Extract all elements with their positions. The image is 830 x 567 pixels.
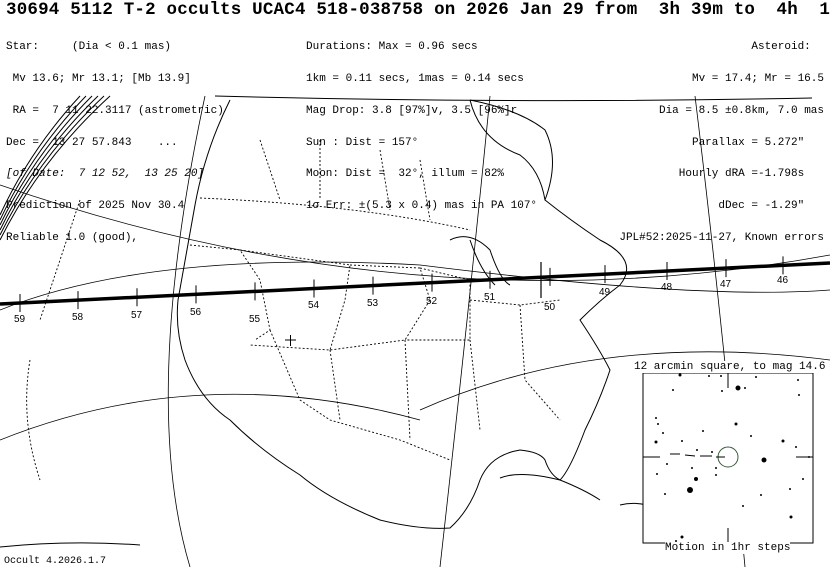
- field-star: [789, 488, 791, 490]
- field-star: [681, 440, 683, 442]
- minute-ticks: [19, 256, 784, 313]
- political-borders: [26, 139, 561, 481]
- field-star: [656, 473, 658, 475]
- asteroid-magnitudes: Mv = 17.4; Mr = 16.5: [691, 72, 824, 85]
- field-star: [687, 487, 693, 493]
- minute-label: 48: [661, 282, 673, 293]
- minute-label: 55: [249, 314, 261, 325]
- field-star: [655, 417, 657, 419]
- field-star: [691, 467, 693, 469]
- field-star: [760, 494, 762, 496]
- orbit-source: JPL#52:2025-11-27, Known errors: [619, 231, 824, 244]
- field-star: [694, 477, 698, 481]
- field-stars: [654, 373, 810, 542]
- star-dec: Dec = 13 27 57.843 ...: [6, 136, 178, 149]
- field-star: [666, 463, 668, 465]
- star-label: Star: (Dia < 0.1 mas): [6, 41, 172, 54]
- star-info: Star: (Dia < 0.1 mas) Mv 13.6; Mr 13.1; …: [6, 21, 224, 265]
- minute-label: 54: [308, 300, 320, 311]
- coastline: [0, 99, 661, 548]
- minute-label: 59: [14, 314, 26, 325]
- field-star: [696, 449, 698, 451]
- field-star: [781, 439, 785, 443]
- field-star: [664, 493, 666, 495]
- occultation-path-centerline: [0, 261, 830, 306]
- minute-label: 52: [426, 296, 438, 307]
- field-star: [672, 389, 674, 391]
- minute-label: 49: [599, 287, 611, 298]
- field-star: [742, 505, 744, 507]
- field-star: [797, 379, 799, 381]
- minute-label: 56: [190, 307, 202, 318]
- sun-distance: Sun : Dist = 157°: [306, 136, 419, 149]
- minute-label: 47: [720, 279, 732, 290]
- field-star: [680, 535, 684, 539]
- field-star: [808, 456, 810, 458]
- inset-caption-top: 12 arcmin square, to mag 14.6: [634, 361, 826, 373]
- asteroid-motion-steps: [670, 453, 725, 458]
- moon-distance: Moon: Dist = 32°, illum = 82%: [306, 168, 505, 181]
- minute-label: 53: [367, 298, 379, 309]
- asteroid-diameter: Dia = 8.5 ±0.8km, 7.0 mas: [658, 104, 824, 117]
- field-star: [755, 376, 757, 378]
- field-star: [654, 440, 658, 444]
- software-version: Occult 4.2026.1.7: [4, 556, 107, 567]
- field-star: [675, 540, 677, 542]
- earth-limb-edge: [0, 95, 111, 241]
- field-star: [708, 375, 710, 377]
- ddec: dDec = -1.29": [718, 200, 824, 213]
- header-boundary: [214, 95, 813, 102]
- field-star: [657, 423, 659, 425]
- field-star: [711, 451, 713, 453]
- field-star: [735, 385, 741, 391]
- field-star: [734, 422, 738, 426]
- field-star: [795, 446, 797, 448]
- field-star: [702, 430, 704, 432]
- star-of-date: [of Date: 7 12 52, 13 25 20]: [6, 168, 205, 181]
- error-ellipse: 1σ Err: ±(5.3 x 0.4) mas in PA 107°: [306, 200, 538, 213]
- reliability: Reliable 1.0 (good),: [6, 231, 139, 244]
- field-star: [802, 478, 804, 480]
- minute-label: 50: [544, 302, 556, 313]
- event-title: 30694 5112 T-2 occults UCAC4 518-038758 …: [6, 0, 830, 20]
- star-ra: RA = 7 11 22.3117 (astrometric): [6, 104, 224, 117]
- field-star: [715, 467, 717, 469]
- event-info: Durations: Max = 0.96 secs 1km = 0.11 se…: [306, 21, 537, 233]
- asteroid-label: Asteroid:: [751, 41, 824, 54]
- field-star: [715, 474, 717, 476]
- field-star: [789, 515, 793, 519]
- scale-durations: 1km = 0.11 secs, 1mas = 0.14 secs: [306, 72, 524, 85]
- field-star: [750, 435, 752, 437]
- prediction-date: Prediction of 2025 Nov 30.4: [6, 200, 185, 213]
- minute-label: 46: [777, 275, 789, 286]
- asteroid-info: Asteroid: Mv = 17.4; Mr = 16.5 Dia = 8.5…: [619, 21, 824, 265]
- minute-label: 51: [484, 292, 496, 303]
- parallax: Parallax = 5.272": [691, 136, 824, 149]
- star-field-inset: [642, 372, 814, 544]
- mag-drop: Mag Drop: 3.8 [97%]v, 3.5 [96%]r: [306, 104, 518, 117]
- field-star: [720, 375, 722, 377]
- field-star: [678, 373, 682, 377]
- durations: Durations: Max = 0.96 secs: [306, 41, 478, 54]
- field-star: [662, 432, 664, 434]
- inset-caption-bottom: Motion in 1hr steps: [665, 542, 791, 554]
- star-magnitudes: Mv 13.6; Mr 13.1; [Mb 13.9]: [6, 72, 191, 85]
- minute-label: 57: [131, 310, 143, 321]
- minute-label: 58: [72, 312, 84, 323]
- cross-marker: [285, 335, 296, 346]
- hourly-dra: Hourly dRA =-1.798s: [678, 168, 824, 181]
- field-star: [798, 394, 800, 396]
- field-star: [744, 387, 746, 389]
- field-star: [761, 457, 767, 463]
- field-star: [721, 390, 723, 392]
